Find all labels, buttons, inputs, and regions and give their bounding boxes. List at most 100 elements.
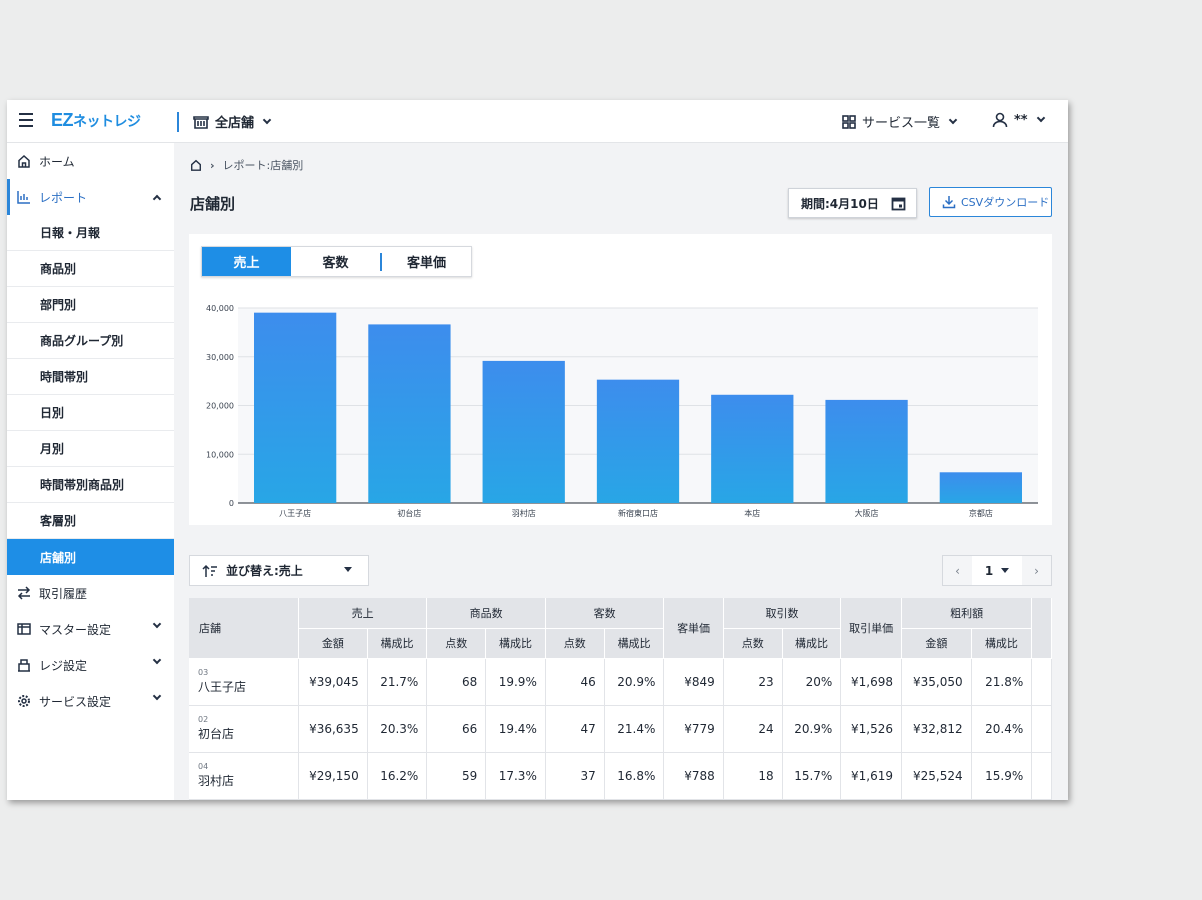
chart-bar: [825, 399, 908, 503]
grid-icon: [842, 114, 856, 129]
calendar-icon: [891, 197, 906, 210]
tx-avg-cell: ¥1,698: [840, 658, 902, 706]
store-table: 店舗 売上 商品数 客数 客単価 取引数 取引単価 粗利額 金額 構成比 点数 …: [189, 598, 1052, 800]
table-row[interactable]: 04 羽村店 ¥29,150 16.2% 59 17.3% 37 16.8% ¥7…: [189, 752, 1052, 800]
store-cell: 02 初台店: [189, 705, 300, 753]
master-icon: [17, 622, 31, 636]
col-items-count: 点数: [426, 628, 487, 659]
home-icon[interactable]: [190, 159, 202, 171]
tab-customers[interactable]: 客数: [322, 256, 349, 271]
store-name: 羽村店: [198, 774, 235, 788]
table-row[interactable]: 02 初台店 ¥36,635 20.3% 66 19.4% 47 21.4% ¥7…: [189, 705, 1052, 753]
customers-ratio-cell: 20.9%: [604, 658, 665, 706]
customers-cell: 46: [545, 658, 605, 706]
sidebar-subitem-by-product-group[interactable]: 商品グループ別: [7, 323, 174, 359]
tx-ratio-cell: 20.9%: [782, 705, 842, 753]
sidebar-item-master-settings[interactable]: マスター設定: [7, 611, 174, 647]
col-sales-amount: 金額: [298, 628, 368, 659]
col-customers-ratio: 構成比: [604, 628, 665, 659]
service-list-label: サービス一覧: [862, 116, 941, 131]
col-items-ratio: 構成比: [485, 628, 546, 659]
user-icon: [992, 112, 1008, 128]
page-number-selector[interactable]: 1: [972, 556, 1022, 585]
sidebar-subitem-by-store[interactable]: 店舗別: [7, 539, 174, 575]
items-ratio-cell: 17.3%: [485, 752, 546, 800]
tab-average-spend[interactable]: 客単価: [406, 256, 446, 271]
y-tick-label: 30,000: [206, 353, 234, 362]
csv-download-button[interactable]: CSVダウンロード: [929, 187, 1052, 217]
sales-cell: ¥29,150: [298, 752, 368, 800]
chevron-down-icon: [1036, 113, 1045, 123]
x-tick-label: 大阪店: [855, 508, 879, 518]
user-name: **: [1014, 112, 1028, 128]
col-tx-count: 点数: [723, 628, 783, 659]
store-selector[interactable]: 全店舗: [193, 112, 272, 131]
bar-chart-icon: [17, 190, 31, 204]
sidebar-item-register-settings[interactable]: レジ設定: [7, 647, 174, 683]
sidebar-item-transactions[interactable]: 取引履歴: [7, 575, 174, 611]
store-icon: [193, 115, 209, 129]
col-overflow: [1031, 598, 1052, 659]
store-cell: 03 八王子店: [189, 658, 300, 706]
col-sales-ratio: 構成比: [367, 628, 428, 659]
period-selector[interactable]: 期間:4月10日: [788, 188, 917, 218]
chart-bar: [254, 312, 337, 503]
breadcrumb-path: レポート:店舗別: [222, 159, 304, 172]
store-cell: 04 羽村店: [189, 752, 300, 800]
service-list-menu[interactable]: サービス一覧: [842, 112, 958, 131]
items-cell: 68: [426, 658, 487, 706]
app-window: EZネットレジ 全店舗 サービス一覧 ** ホーム レポート 日報・月報: [7, 100, 1068, 800]
sort-selector[interactable]: 並び替え:売上: [189, 555, 369, 586]
user-menu[interactable]: **: [992, 112, 1045, 128]
logo[interactable]: EZネットレジ: [51, 110, 141, 131]
col-avg-spend: 客単価: [663, 598, 724, 659]
table-row[interactable]: 03 八王子店 ¥39,045 21.7% 68 19.9% 46 20.9% ¥…: [189, 658, 1052, 706]
tx-ratio-cell: 20%: [782, 658, 842, 706]
sidebar-item-label: サービス設定: [39, 694, 112, 709]
sidebar-item-label: ホーム: [39, 154, 75, 169]
sort-icon: [202, 564, 217, 577]
prev-page-button[interactable]: ‹: [943, 556, 972, 585]
profit-ratio-cell: 21.8%: [971, 658, 1033, 706]
overflow-cell: [1031, 658, 1052, 706]
next-page-button[interactable]: ›: [1022, 556, 1051, 585]
sidebar-subitem-by-department[interactable]: 部門別: [7, 287, 174, 323]
profit-cell: ¥32,812: [901, 705, 972, 753]
home-icon: [17, 154, 31, 168]
chart-bar: [482, 360, 565, 503]
y-tick-label: 20,000: [206, 402, 234, 411]
profit-ratio-cell: 15.9%: [971, 752, 1033, 800]
sidebar: ホーム レポート 日報・月報 商品別 部門別 商品グループ別 時間帯別 日別 月…: [7, 143, 174, 800]
logo-net: ネットレジ: [73, 113, 141, 129]
sidebar-subitem-by-time[interactable]: 時間帯別: [7, 359, 174, 395]
sidebar-subitem-by-day[interactable]: 日別: [7, 395, 174, 431]
col-group-transactions: 取引数: [723, 598, 842, 629]
sidebar-subitem-by-time-product[interactable]: 時間帯別商品別: [7, 467, 174, 503]
page-title: 店舗別: [190, 195, 236, 213]
period-label: 期間:4月10日: [801, 196, 879, 211]
sidebar-item-service-settings[interactable]: サービス設定: [7, 683, 174, 719]
pagination: ‹ 1 ›: [942, 555, 1052, 586]
sidebar-item-label: 取引履歴: [39, 586, 88, 601]
col-profit-ratio: 構成比: [971, 628, 1033, 659]
register-icon: [17, 658, 31, 672]
tx-ratio-cell: 15.7%: [782, 752, 842, 800]
chevron-up-icon: [152, 194, 162, 204]
sales-cell: ¥39,045: [298, 658, 368, 706]
chart-bar: [596, 379, 680, 503]
store-code: 04: [198, 762, 209, 771]
col-group-profit: 粗利額: [901, 598, 1033, 629]
tab-sales[interactable]: 売上: [202, 247, 291, 276]
items-cell: 59: [426, 752, 487, 800]
sidebar-subitem-by-customer-segment[interactable]: 客層別: [7, 503, 174, 539]
sidebar-subitem-by-month[interactable]: 月別: [7, 431, 174, 467]
plot-area: [238, 308, 1038, 503]
header-divider: [177, 112, 179, 132]
x-tick-label: 八王子店: [279, 508, 311, 518]
menu-icon[interactable]: [19, 113, 35, 129]
sidebar-subitem-by-product[interactable]: 商品別: [7, 251, 174, 287]
sidebar-item-home[interactable]: ホーム: [7, 143, 174, 179]
sidebar-subitem-daily-monthly[interactable]: 日報・月報: [7, 215, 174, 251]
sidebar-item-report[interactable]: レポート: [7, 179, 174, 215]
logo-ez: EZ: [51, 110, 74, 130]
